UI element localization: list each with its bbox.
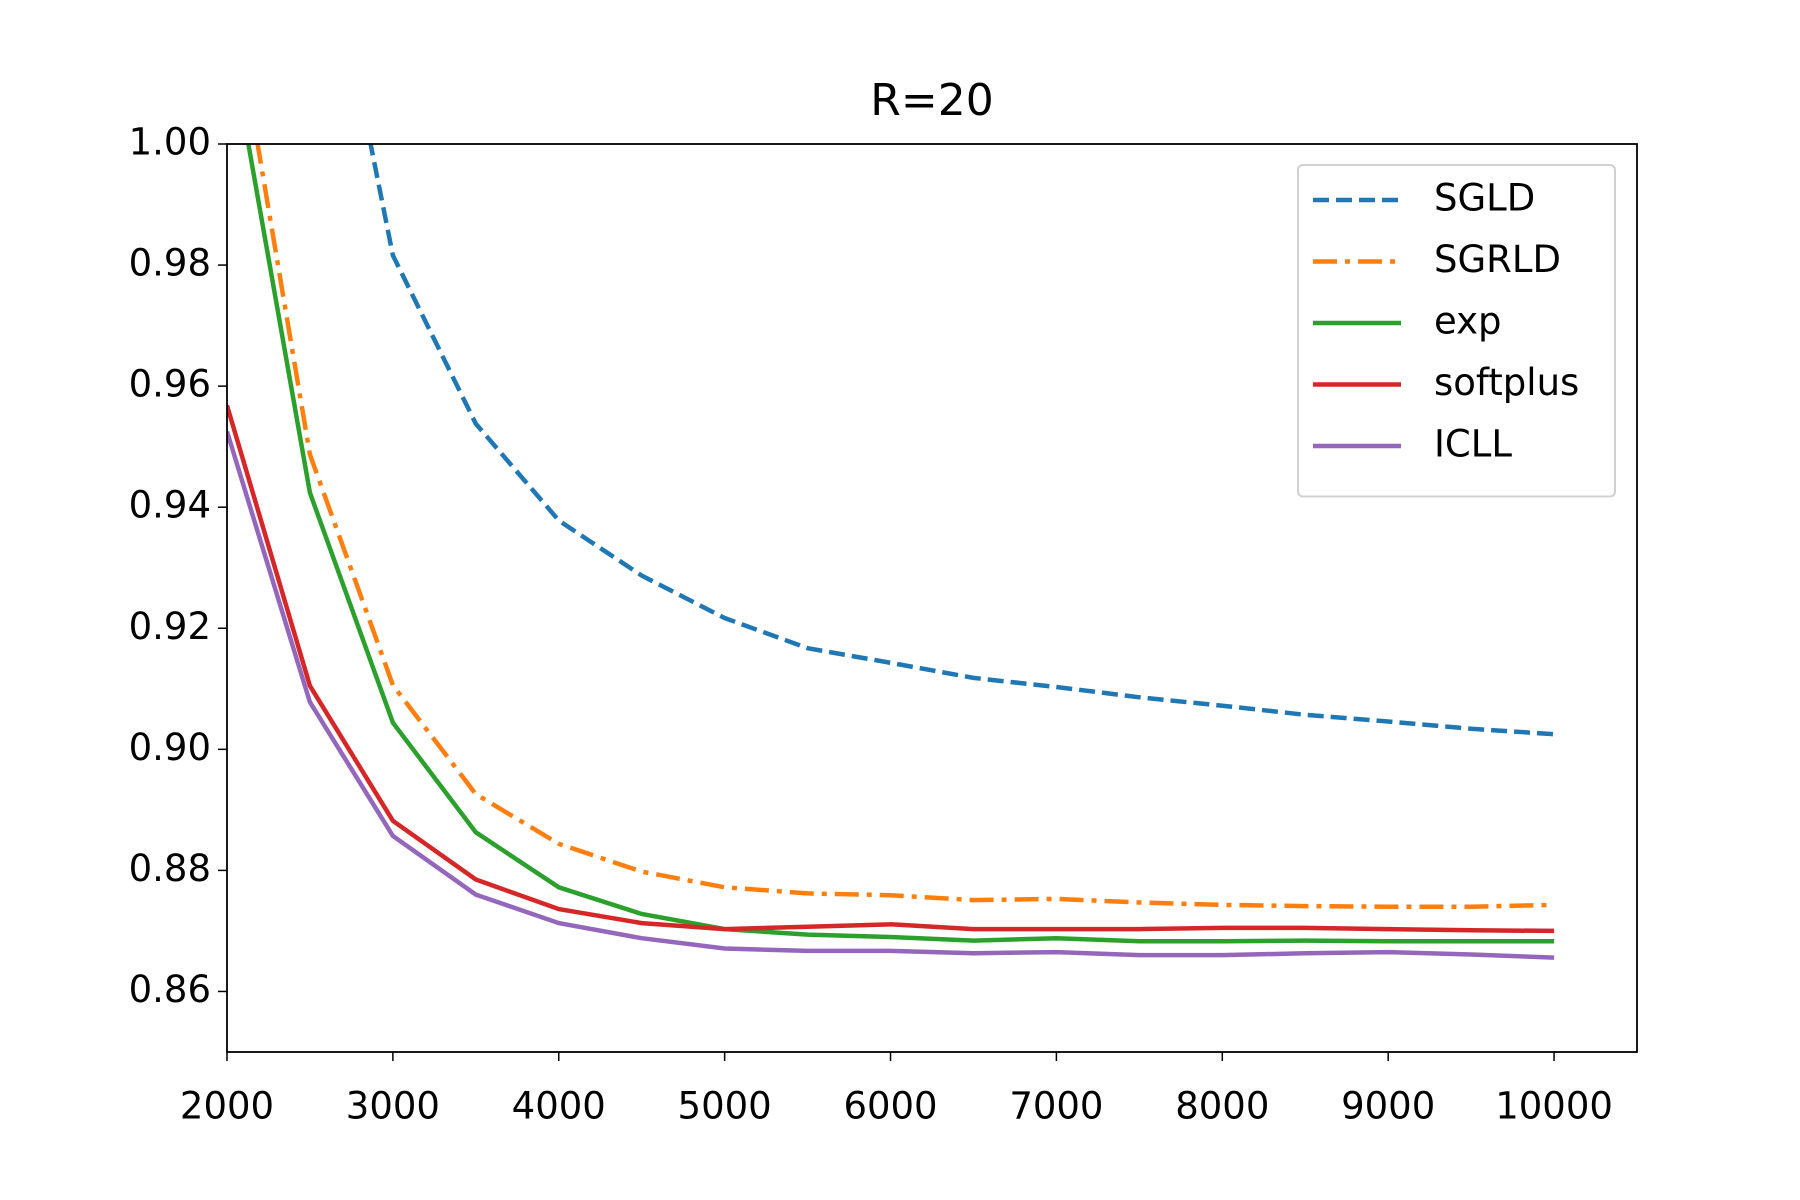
x-tick-label: 2000 xyxy=(180,1085,274,1128)
y-tick-label: 0.98 xyxy=(129,242,211,285)
y-tick-label: 0.86 xyxy=(129,968,211,1011)
series-line xyxy=(227,430,1555,960)
series-line xyxy=(227,404,1555,934)
x-tick-label: 8000 xyxy=(1175,1085,1269,1128)
series-line xyxy=(246,144,1555,944)
x-tick-label: 3000 xyxy=(346,1085,440,1128)
x-tick-label: 6000 xyxy=(843,1085,937,1128)
y-tick-label: 1.00 xyxy=(129,121,211,164)
legend-label: ICLL xyxy=(1434,423,1512,466)
legend-label: SGLD xyxy=(1434,177,1535,220)
y-tick-label: 0.88 xyxy=(129,847,211,890)
series-line xyxy=(255,144,1555,909)
x-tick-label: 5000 xyxy=(678,1085,772,1128)
axes-frame xyxy=(226,143,1638,1053)
legend-label: exp xyxy=(1434,300,1502,343)
x-tick-label: 7000 xyxy=(1009,1085,1103,1128)
chart-title: R=20 xyxy=(870,75,993,126)
legend-label: SGRLD xyxy=(1434,238,1561,281)
y-tick-label: 0.90 xyxy=(129,726,211,769)
y-tick-label: 0.96 xyxy=(129,363,211,406)
legend-box xyxy=(1297,164,1616,498)
y-tick-label: 0.94 xyxy=(129,484,211,527)
x-tick-label: 9000 xyxy=(1341,1085,1435,1128)
legend-label: softplus xyxy=(1434,361,1579,404)
series-line xyxy=(368,144,1555,737)
y-tick-label: 0.92 xyxy=(129,605,211,648)
x-tick-label: 10000 xyxy=(1495,1085,1613,1128)
plot-area xyxy=(227,144,1555,960)
x-tick-label: 4000 xyxy=(512,1085,606,1128)
